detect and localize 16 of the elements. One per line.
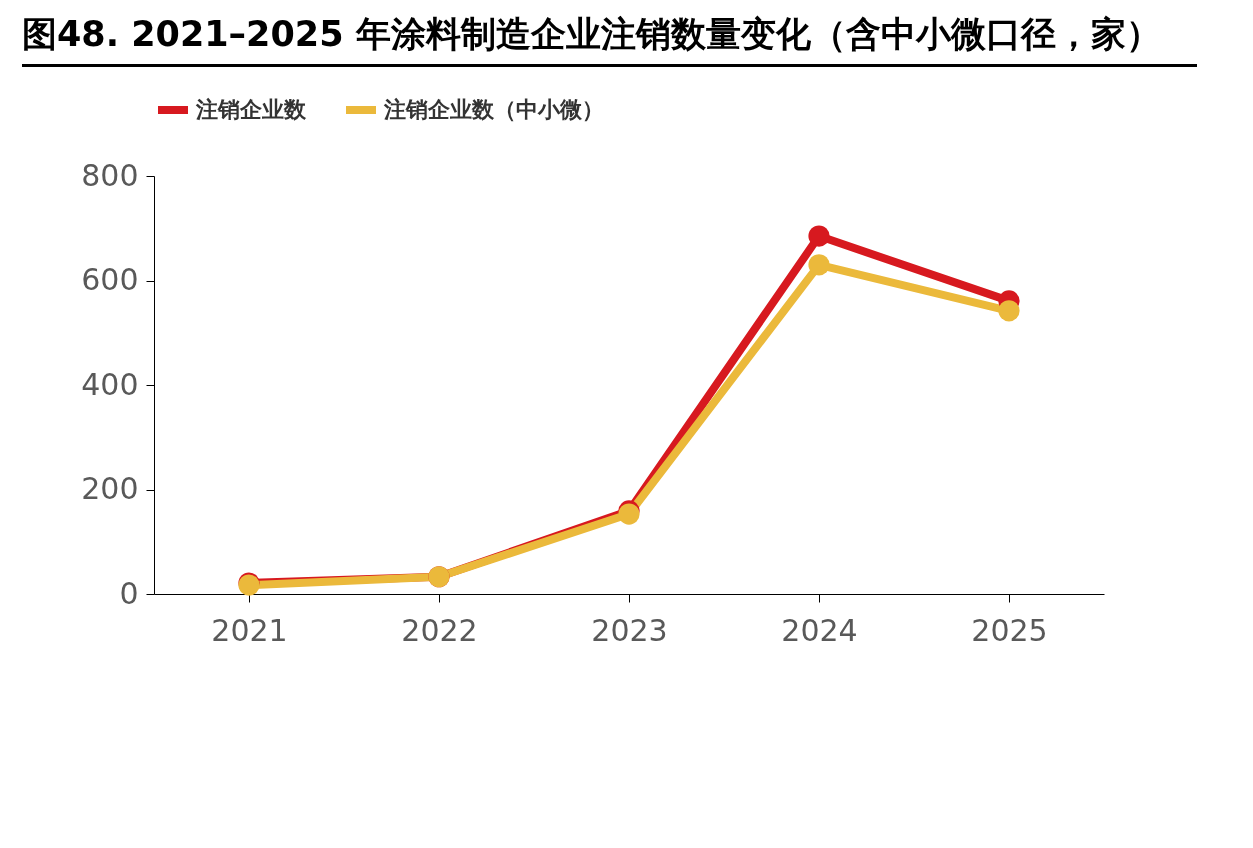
point [808,254,830,276]
point [808,225,830,247]
x-tick-label: 2023 [591,612,668,648]
chart-title: 图48. 2021–2025 年涂料制造企业注销数量变化（含中小微口径，家） [22,8,1197,67]
y-tick-label: 800 [81,157,139,193]
x-tick-label: 2025 [971,612,1048,648]
x-tick-label: 2024 [781,612,858,648]
y-tick-label: 200 [81,471,139,506]
y-tick-label: 0 [119,575,139,611]
y-tick-label: 600 [81,262,139,297]
legend-label: 注销企业数 [195,97,307,122]
x-tick-label: 2022 [401,612,478,648]
x-tick-label: 2021 [211,612,288,648]
legend-label: 注销企业数（中小微） [383,97,604,122]
y-tick-label: 400 [81,366,139,402]
point [998,300,1020,322]
